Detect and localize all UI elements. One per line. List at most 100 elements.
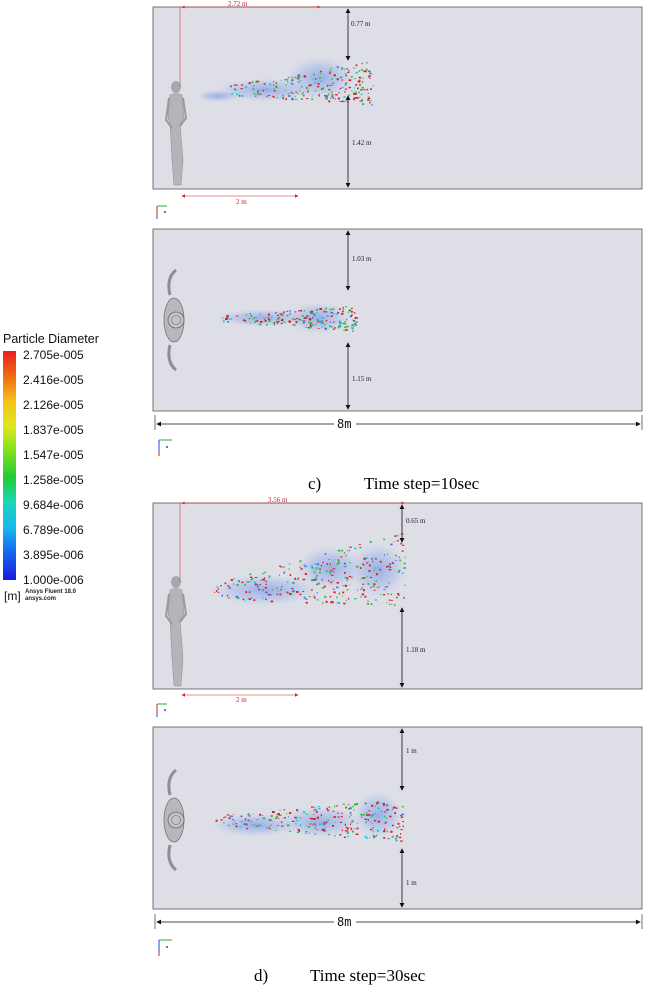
particle	[349, 550, 351, 552]
particle	[346, 589, 349, 591]
particle	[328, 833, 330, 836]
particle	[336, 586, 339, 589]
particle	[264, 587, 267, 589]
particle	[317, 83, 320, 85]
particle	[383, 538, 386, 541]
particle	[315, 808, 318, 811]
particle	[280, 323, 283, 324]
particle	[351, 829, 353, 831]
particle	[402, 813, 404, 816]
particle	[230, 85, 232, 88]
particle	[365, 812, 368, 814]
particle	[353, 92, 356, 95]
particle	[354, 97, 356, 100]
particle	[353, 99, 355, 101]
particle	[282, 94, 284, 97]
particle	[330, 91, 333, 93]
particle	[230, 815, 233, 817]
particle	[341, 595, 344, 597]
particle	[311, 824, 313, 826]
particle	[258, 80, 260, 82]
particle	[351, 90, 353, 92]
particle	[321, 317, 324, 319]
particle	[390, 830, 393, 833]
particle	[321, 322, 324, 324]
particle	[265, 88, 268, 90]
particle	[332, 580, 334, 582]
particle	[262, 573, 265, 575]
particle	[268, 320, 271, 322]
particle	[222, 320, 225, 323]
particle	[376, 834, 378, 837]
particle	[295, 99, 298, 101]
particle	[292, 98, 294, 100]
particle	[274, 86, 278, 88]
particle	[400, 833, 402, 835]
particle	[276, 587, 278, 589]
particle	[333, 313, 335, 315]
particle	[325, 570, 327, 573]
particle	[264, 83, 266, 85]
particle	[285, 83, 287, 86]
particle	[291, 820, 295, 822]
legend-tick: 3.895e-006	[23, 548, 84, 562]
particle	[404, 584, 406, 586]
particle	[299, 79, 302, 81]
particle	[339, 87, 342, 90]
particle	[300, 568, 303, 570]
particle	[364, 70, 367, 73]
particle	[310, 565, 313, 567]
particle	[370, 88, 372, 90]
particle	[306, 598, 308, 600]
particle	[387, 838, 390, 840]
particle	[280, 314, 283, 316]
particle	[250, 315, 252, 317]
particle	[289, 812, 292, 814]
particle	[315, 323, 317, 326]
particle	[249, 322, 251, 324]
particle	[337, 559, 339, 561]
particle	[350, 576, 353, 579]
particle	[316, 583, 318, 585]
particle	[330, 311, 333, 314]
particle	[256, 819, 259, 820]
particle	[383, 837, 386, 839]
particle	[365, 821, 367, 824]
particle	[363, 563, 365, 566]
particle	[319, 568, 321, 570]
particle	[370, 586, 372, 588]
particle	[292, 590, 295, 593]
particle	[291, 92, 294, 94]
particle	[349, 816, 351, 818]
particle	[333, 571, 335, 573]
width-label: 8m	[337, 915, 351, 929]
particle	[314, 597, 316, 600]
particle	[396, 835, 398, 837]
particle	[334, 835, 336, 837]
particle	[346, 580, 348, 582]
particle	[375, 599, 377, 601]
particle	[386, 804, 389, 807]
particle	[244, 600, 246, 601]
particle	[349, 310, 351, 312]
particle	[245, 591, 248, 593]
particle	[344, 88, 348, 90]
particle	[366, 576, 369, 578]
particle	[228, 817, 231, 819]
particle	[276, 97, 279, 99]
particle	[342, 308, 345, 310]
particle	[316, 563, 320, 566]
particle	[352, 325, 355, 327]
particle	[263, 83, 265, 85]
particle	[286, 310, 289, 312]
particle	[269, 824, 273, 826]
particle	[386, 809, 389, 811]
particle	[261, 814, 263, 816]
particle	[330, 570, 333, 572]
particle	[360, 589, 362, 590]
particle	[282, 314, 284, 316]
particle	[367, 819, 369, 821]
particle	[235, 595, 238, 598]
particle	[346, 577, 349, 580]
